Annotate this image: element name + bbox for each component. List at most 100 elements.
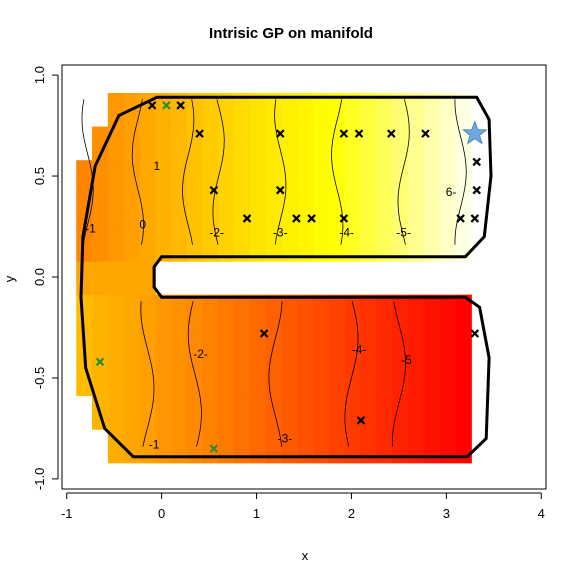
heat-cell (344, 160, 362, 195)
heat-cell (329, 429, 346, 464)
observation-marker-green (162, 101, 171, 110)
observation-marker (259, 329, 269, 338)
heat-cell (218, 328, 235, 363)
star-marker (462, 120, 488, 145)
heat-cell (234, 361, 251, 397)
heat-cell (107, 261, 125, 296)
observation-marker (292, 214, 301, 223)
observation-marker (470, 214, 480, 223)
heat-cell (344, 395, 362, 430)
contour-label: -3- (278, 432, 293, 446)
plot-box (61, 64, 547, 490)
heat-cell (218, 160, 235, 195)
heat-cell (92, 261, 109, 296)
contour-line (344, 301, 359, 447)
heat-cell (297, 328, 314, 363)
observation-marker-green (95, 357, 105, 367)
x-tick-label: 1 (253, 506, 260, 521)
heat-cell (265, 227, 283, 262)
heat-cell (234, 193, 251, 229)
heat-cell (218, 361, 235, 397)
heat-cell (155, 429, 172, 464)
heat-cell (186, 429, 204, 464)
heat-cell (234, 395, 251, 430)
heat-cell (439, 361, 457, 397)
heat-cell (360, 227, 378, 262)
heat-cell (139, 429, 156, 464)
heat-cell (423, 395, 441, 430)
heat-cell (202, 361, 220, 397)
heat-cell (265, 193, 283, 229)
heat-cell (76, 227, 93, 262)
heat-cell (123, 261, 141, 296)
heat-cell (123, 126, 141, 161)
heat-cell (408, 361, 425, 397)
heat-cell (76, 160, 93, 195)
contour-line (81, 99, 94, 245)
heat-cell (297, 429, 314, 464)
heat-cell (281, 92, 299, 128)
heat-cell (281, 328, 299, 363)
heat-cell (376, 328, 393, 363)
y-tick-label: 0.0 (32, 268, 47, 286)
observation-marker (472, 185, 481, 195)
heat-cell (392, 160, 409, 195)
observation-marker (307, 214, 316, 223)
heat-cell (155, 294, 172, 329)
contour-label: -1 (85, 222, 96, 236)
heat-cell (408, 92, 425, 128)
heat-cell (250, 294, 267, 329)
heat-cell (313, 294, 330, 329)
heat-cell (408, 429, 425, 464)
heat-cell (376, 227, 393, 262)
heat-cell (408, 126, 425, 161)
x-tick-label: 4 (538, 506, 545, 521)
contour-label: -3- (273, 226, 288, 240)
heat-cell (360, 193, 378, 229)
contour-label: 1 (154, 159, 161, 173)
heat-cell (439, 126, 457, 161)
heat-cell (281, 294, 299, 329)
heat-cell (186, 294, 204, 329)
heat-cell (281, 227, 299, 262)
heat-cell (281, 126, 299, 161)
heat-cell (155, 227, 172, 262)
heat-cell (439, 294, 457, 329)
heat-cell (171, 126, 188, 161)
observation-marker-green (209, 444, 219, 453)
heat-cell (250, 193, 267, 229)
observation-marker (209, 185, 219, 195)
heat-cell (234, 328, 251, 363)
observation-marker (195, 129, 204, 138)
heat-cell (171, 294, 188, 329)
heat-cell (423, 328, 441, 363)
heat-cell (123, 328, 141, 363)
heat-cell (202, 193, 220, 229)
y-tick-label: 0.5 (32, 167, 47, 185)
heat-cell (360, 294, 378, 329)
heat-cell (344, 429, 362, 464)
observation-markers (95, 101, 488, 453)
heat-cell (297, 395, 314, 430)
x-tick-label: 0 (158, 506, 165, 521)
heat-cell (202, 92, 220, 128)
heat-cell (107, 92, 125, 128)
heat-cell (423, 361, 441, 397)
heat-cell (297, 361, 314, 397)
x-axis-label: x (302, 548, 309, 563)
observation-marker (275, 129, 285, 138)
heat-cell (455, 92, 472, 128)
heat-cell (107, 328, 125, 363)
axes: -1 0 1 2 3 4 -1.0 -0.5 0.0 0.5 1.0 (32, 66, 545, 521)
heat-cell (218, 126, 235, 161)
heat-cell (234, 429, 251, 464)
contour-label: 6- (446, 185, 457, 199)
heat-cell (265, 294, 283, 329)
contour-label: -5- (396, 226, 411, 240)
contour-label: 0 (139, 218, 146, 232)
heat-cell (139, 126, 156, 161)
observation-marker (456, 214, 465, 223)
heat-cell (455, 361, 472, 397)
contour-line (182, 99, 195, 245)
